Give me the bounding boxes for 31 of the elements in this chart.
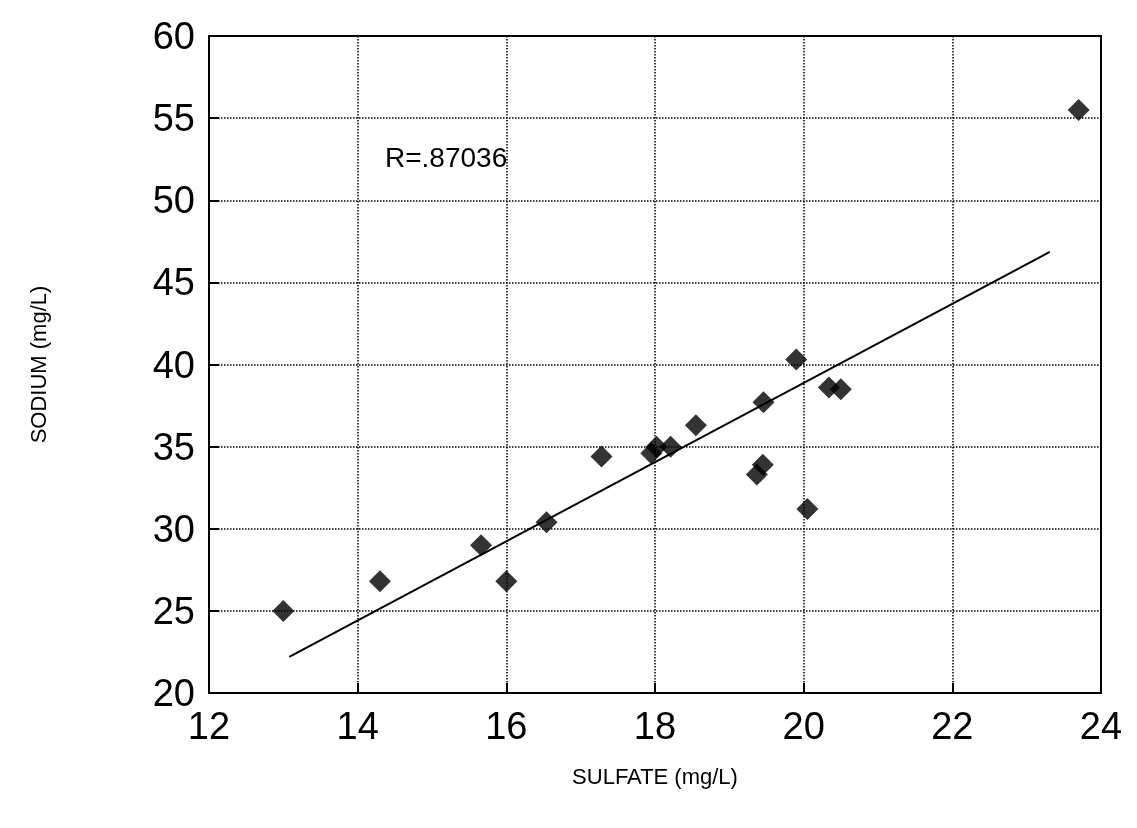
y-tick-label: 30 <box>152 507 195 550</box>
x-tick-label: 14 <box>336 705 379 747</box>
point <box>495 570 518 593</box>
x-tick-label: 24 <box>1079 705 1123 747</box>
point <box>684 414 707 437</box>
x-tick-label: 16 <box>485 705 528 747</box>
y-tick-label: 45 <box>152 261 195 304</box>
x-tick-label: 20 <box>782 705 825 747</box>
x-tick-label: 22 <box>931 705 974 747</box>
point <box>368 570 391 593</box>
y-tick-label: 25 <box>152 589 195 632</box>
point <box>272 599 295 622</box>
y-tick-label: 50 <box>152 179 195 222</box>
y-tick-label: 35 <box>152 425 195 468</box>
point <box>751 453 774 476</box>
point <box>535 511 558 534</box>
x-axis-title: SULFATE (mg/L) <box>572 763 738 789</box>
point <box>829 378 852 401</box>
y-tick-label: 60 <box>152 15 195 57</box>
y-tick-label: 40 <box>152 343 195 386</box>
point <box>1067 98 1090 121</box>
point <box>659 435 682 458</box>
y-axis-title: SODIUM (mg/L) <box>25 285 51 444</box>
point <box>470 534 493 557</box>
y-tick-label: 55 <box>152 97 195 140</box>
point <box>590 445 613 468</box>
x-tick-label: 18 <box>633 705 677 747</box>
point <box>752 391 775 414</box>
annotation: R=.87036 <box>385 141 508 173</box>
point <box>785 348 808 371</box>
point <box>796 498 819 521</box>
